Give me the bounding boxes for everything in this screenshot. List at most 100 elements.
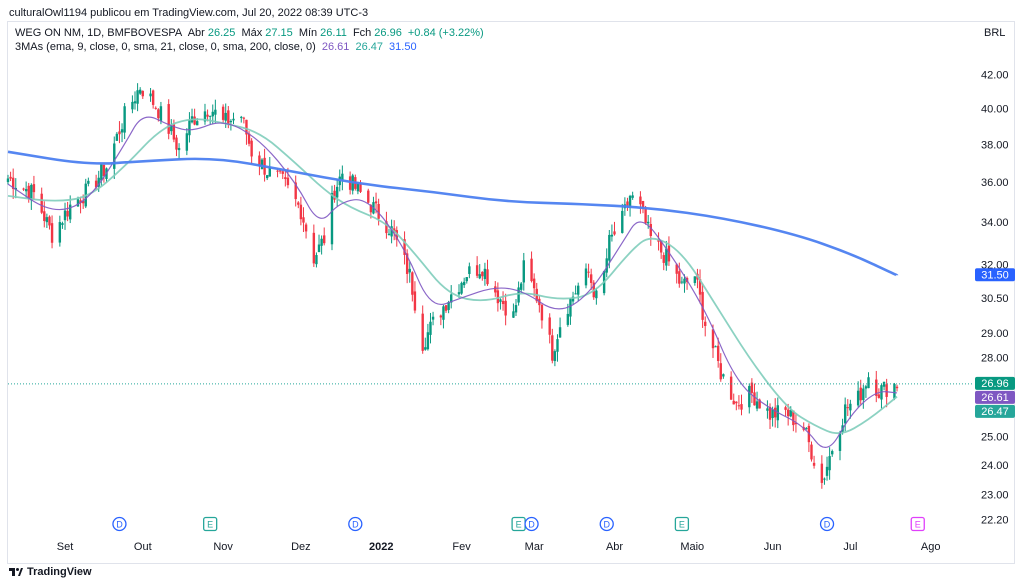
candle[interactable] — [558, 317, 562, 338]
candle[interactable] — [540, 303, 544, 329]
candle[interactable] — [649, 217, 652, 246]
candle[interactable] — [6, 174, 10, 185]
candle[interactable] — [659, 240, 663, 259]
x-axis[interactable]: Set Out Nov Dez 2022 Fev Mar Abr Maio Jun Jul Ago — [57, 541, 941, 553]
candle[interactable] — [646, 214, 650, 229]
candle[interactable] — [113, 136, 116, 180]
candle[interactable] — [87, 177, 90, 187]
candle[interactable] — [551, 328, 554, 364]
candle[interactable] — [784, 405, 787, 416]
candle[interactable] — [323, 227, 326, 246]
candle[interactable] — [408, 261, 411, 283]
candle[interactable] — [556, 334, 559, 362]
ema9-line[interactable] — [7, 116, 898, 448]
dividend-marker[interactable]: D — [599, 516, 614, 532]
candle[interactable] — [341, 165, 344, 191]
candle[interactable] — [605, 248, 608, 278]
candle[interactable] — [302, 207, 305, 233]
candle[interactable] — [810, 441, 813, 462]
candle[interactable] — [701, 283, 704, 328]
candle[interactable] — [828, 447, 831, 480]
candle[interactable] — [265, 174, 269, 181]
dividend-marker[interactable]: D — [348, 516, 363, 532]
candle[interactable] — [823, 477, 826, 485]
candle[interactable] — [330, 185, 334, 251]
candle[interactable] — [79, 196, 82, 214]
candle[interactable] — [387, 228, 391, 236]
candle[interactable] — [460, 281, 463, 295]
candle[interactable] — [11, 168, 15, 199]
candle[interactable] — [538, 295, 541, 313]
candle[interactable] — [465, 277, 468, 284]
candle[interactable] — [753, 383, 756, 406]
candle[interactable] — [424, 337, 427, 351]
candle[interactable] — [320, 235, 323, 255]
candle[interactable] — [621, 203, 624, 234]
candle[interactable] — [413, 281, 417, 314]
dividend-marker[interactable]: D — [524, 516, 539, 532]
dividend-marker[interactable]: D — [112, 516, 127, 532]
candle[interactable] — [138, 87, 142, 95]
candle[interactable] — [102, 164, 106, 183]
candle[interactable] — [299, 196, 303, 226]
candle[interactable] — [774, 398, 777, 428]
candle[interactable] — [553, 349, 557, 367]
candle[interactable] — [895, 384, 899, 392]
candle[interactable] — [522, 252, 525, 291]
candle[interactable] — [496, 282, 500, 312]
candle[interactable] — [45, 213, 49, 228]
candle[interactable] — [737, 395, 741, 410]
candle[interactable] — [281, 170, 284, 180]
candle[interactable] — [123, 103, 126, 140]
candle[interactable] — [849, 399, 852, 419]
candle[interactable] — [175, 134, 178, 157]
candle[interactable] — [151, 89, 155, 109]
candle[interactable] — [170, 119, 173, 135]
candle[interactable] — [333, 184, 336, 203]
candle[interactable] — [30, 183, 33, 210]
candle[interactable] — [367, 188, 370, 204]
symbol-title[interactable]: WEG ON NM, 1D, BMFBOVESPA — [15, 27, 183, 39]
candle[interactable] — [84, 178, 87, 209]
candle[interactable] — [315, 252, 318, 268]
candle[interactable] — [260, 158, 264, 170]
candle[interactable] — [240, 115, 243, 123]
candle[interactable] — [63, 202, 67, 230]
candle[interactable] — [766, 400, 769, 419]
candle[interactable] — [875, 370, 878, 403]
candle[interactable] — [475, 256, 479, 279]
candle[interactable] — [136, 83, 139, 112]
candle[interactable] — [185, 128, 189, 156]
candle[interactable] — [825, 456, 829, 481]
candle[interactable] — [58, 215, 62, 247]
candle[interactable] — [403, 231, 406, 265]
candle[interactable] — [662, 252, 665, 271]
candle[interactable] — [519, 281, 523, 293]
candle[interactable] — [693, 276, 697, 286]
candle[interactable] — [501, 291, 505, 311]
candle[interactable] — [722, 373, 725, 379]
sma200-line[interactable] — [7, 150, 898, 277]
sma21-line[interactable] — [7, 118, 898, 435]
candle[interactable] — [680, 276, 684, 285]
candle[interactable] — [805, 427, 808, 430]
candle[interactable] — [450, 285, 453, 309]
candle[interactable] — [639, 191, 642, 214]
currency-label[interactable]: BRL — [984, 27, 1006, 39]
candle[interactable] — [530, 251, 533, 283]
candle[interactable] — [429, 312, 432, 344]
earnings-marker[interactable]: E — [203, 516, 218, 532]
candle[interactable] — [294, 175, 297, 207]
candle[interactable] — [242, 116, 246, 124]
candle[interactable] — [22, 187, 25, 191]
candle[interactable] — [133, 91, 137, 110]
candle[interactable] — [574, 285, 577, 295]
candle[interactable] — [678, 262, 681, 288]
ohlc-legend[interactable]: WEG ON NM, 1D, BMFBOVESPA Abr 26.25 Máx 27… — [15, 27, 487, 39]
candle[interactable] — [631, 191, 634, 200]
candle[interactable] — [154, 106, 157, 110]
candle[interactable] — [203, 103, 207, 125]
candle[interactable] — [729, 371, 733, 400]
